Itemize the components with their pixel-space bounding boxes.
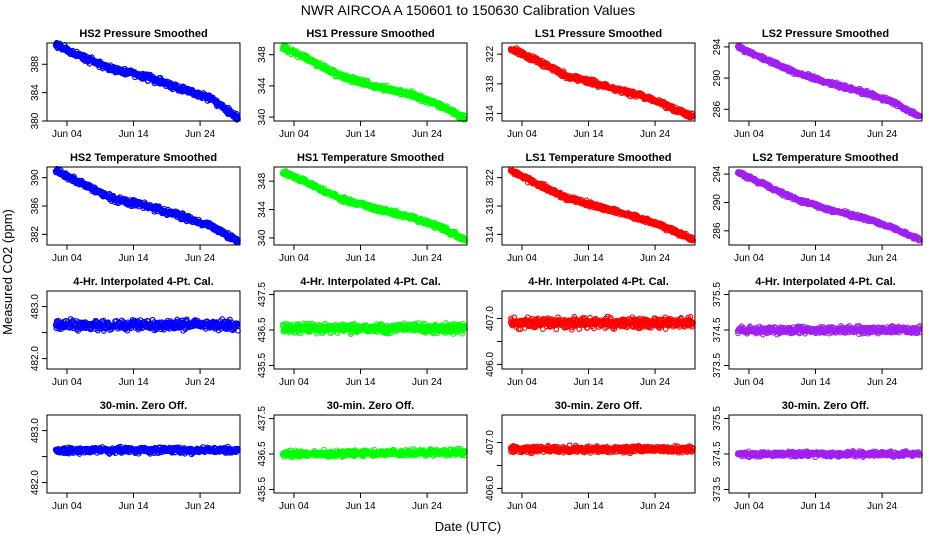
- y-tick-label: 384: [30, 84, 41, 101]
- x-tick-label: Jun 04: [52, 129, 82, 140]
- y-tick-label: 340: [257, 229, 268, 246]
- figure-y-axis-label: Measured CO2 (ppm): [0, 209, 15, 335]
- panel-title: 4-Hr. Interpolated 4-Pt. Cal.: [73, 276, 214, 288]
- x-tick-label: Jun 14: [346, 129, 376, 140]
- x-tick-label: Jun 14: [574, 253, 604, 264]
- x-tick-label: Jun 24: [185, 377, 215, 388]
- figure-x-axis-label: Date (UTC): [435, 519, 501, 534]
- x-tick-label: Jun 04: [507, 253, 537, 264]
- x-tick-label: Jun 04: [279, 129, 309, 140]
- y-tick-label: 380: [30, 112, 41, 129]
- y-tick-label: 483.0: [30, 294, 41, 319]
- y-tick-label: 290: [712, 194, 723, 211]
- x-tick-label: Jun 24: [867, 129, 897, 140]
- x-tick-label: Jun 04: [279, 253, 309, 264]
- y-tick-label: 286: [712, 222, 723, 239]
- y-tick-label: 348: [257, 46, 268, 63]
- y-tick-label: 390: [30, 169, 41, 186]
- panel-title: HS1 Pressure Smoothed: [306, 28, 434, 40]
- y-tick-label: 322: [485, 169, 496, 186]
- y-tick-label: 340: [257, 108, 268, 125]
- y-tick-label: 318: [485, 197, 496, 214]
- panel-title: LS2 Temperature Smoothed: [753, 152, 899, 164]
- x-tick-label: Jun 14: [801, 253, 831, 264]
- y-tick-label: 318: [485, 75, 496, 92]
- x-tick-label: Jun 14: [119, 377, 149, 388]
- data-points: [52, 39, 241, 123]
- x-tick-label: Jun 24: [867, 253, 897, 264]
- x-tick-label: Jun 14: [119, 129, 149, 140]
- x-tick-label: Jun 24: [640, 129, 670, 140]
- x-tick-label: Jun 24: [185, 253, 215, 264]
- x-tick-label: Jun 14: [801, 129, 831, 140]
- panel-title: LS1 Temperature Smoothed: [526, 152, 672, 164]
- panel-title: 4-Hr. Interpolated 4-Pt. Cal.: [300, 276, 441, 288]
- y-tick-label: 344: [257, 77, 268, 94]
- x-tick-label: Jun 04: [52, 377, 82, 388]
- x-tick-label: Jun 24: [185, 129, 215, 140]
- x-tick-label: Jun 14: [574, 129, 604, 140]
- y-tick-label: 388: [30, 55, 41, 72]
- panel-hs2-hs2-pressure-smoothed: HS2 Pressure Smoothed 380 384 388 Jun 04 Jun …: [30, 28, 241, 140]
- panel-title: HS1 Temperature Smoothed: [297, 152, 444, 164]
- y-tick-label: 322: [485, 45, 496, 62]
- panel-hs1-hs1-pressure-smoothed: HS1 Pressure Smoothed 340 344 348 Jun 04 Jun …: [257, 28, 468, 140]
- y-tick-label: 314: [485, 226, 496, 243]
- x-tick-label: Jun 04: [734, 129, 764, 140]
- y-tick-label: 294: [712, 38, 723, 55]
- x-tick-label: Jun 04: [507, 129, 537, 140]
- x-tick-label: Jun 24: [640, 253, 670, 264]
- y-tick-label: 386: [30, 197, 41, 214]
- panel-title: LS1 Pressure Smoothed: [535, 28, 662, 40]
- y-tick-label: 290: [712, 69, 723, 86]
- x-tick-label: Jun 24: [412, 253, 442, 264]
- y-tick-label: 382: [30, 226, 41, 243]
- x-tick-label: Jun 14: [119, 253, 149, 264]
- y-tick-label: 286: [712, 101, 723, 118]
- panel-title: HS2 Temperature Smoothed: [70, 152, 217, 164]
- y-tick-label: 348: [257, 172, 268, 189]
- x-tick-label: Jun 14: [346, 253, 376, 264]
- y-tick-label: 314: [485, 105, 496, 122]
- plot-frame: [46, 42, 241, 122]
- y-tick-label: 294: [712, 165, 723, 182]
- x-tick-label: Jun 24: [412, 129, 442, 140]
- panel-title: LS2 Pressure Smoothed: [762, 28, 889, 40]
- data-points: [279, 42, 468, 123]
- y-tick-label: 482.0: [30, 346, 41, 371]
- x-tick-label: Jun 04: [734, 253, 764, 264]
- y-tick-label: 344: [257, 201, 268, 218]
- panel-grid: HS2 Pressure Smoothed 380 384 388 Jun 04 Jun …: [30, 28, 923, 512]
- panel-title: HS2 Pressure Smoothed: [79, 28, 207, 40]
- figure-title: NWR AIRCOA A 150601 to 150630 Calibratio…: [301, 2, 635, 18]
- x-tick-label: Jun 04: [52, 253, 82, 264]
